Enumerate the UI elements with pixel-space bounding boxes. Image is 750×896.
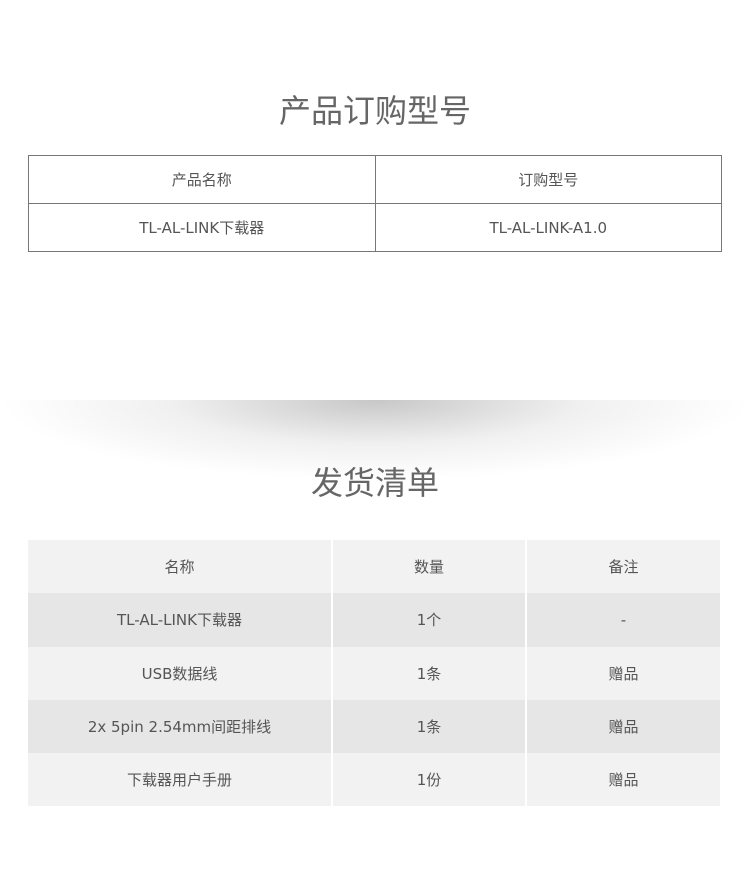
- table-cell: 下载器用户手册: [28, 753, 331, 807]
- table-cell: TL-AL-LINK-A1.0: [374, 203, 722, 252]
- table-header-row: 产品名称 订购型号: [28, 155, 722, 204]
- table-cell: 1条: [333, 699, 525, 754]
- header-cell: 备注: [527, 540, 720, 594]
- table-cell: -: [527, 593, 720, 647]
- table-cell: 赠品: [527, 646, 720, 700]
- table-cell: TL-AL-LINK下载器: [28, 203, 376, 252]
- packing-section-title: 发货清单: [310, 464, 439, 502]
- table-cell: 赠品: [527, 753, 720, 807]
- table-row: USB数据线 1条 赠品: [28, 646, 720, 700]
- table-cell: USB数据线: [28, 646, 331, 700]
- header-cell: 数量: [333, 540, 525, 594]
- table-cell: 1个: [333, 593, 525, 647]
- table-cell: 赠品: [527, 699, 720, 754]
- table-row: TL-AL-LINK下载器 1个 -: [28, 593, 720, 647]
- table-row: 2x 5pin 2.54mm间距排线 1条 赠品: [28, 699, 720, 754]
- table-row: 下载器用户手册 1份 赠品: [28, 753, 720, 807]
- table-header-row: 名称 数量 备注: [28, 540, 720, 594]
- order-table: 产品名称 订购型号 TL-AL-LINK下载器 TL-AL-LINK-A1.0: [28, 155, 722, 252]
- table-cell: 1份: [333, 753, 525, 807]
- table-row: TL-AL-LINK下载器 TL-AL-LINK-A1.0: [28, 203, 722, 252]
- table-cell: TL-AL-LINK下载器: [28, 593, 331, 647]
- header-cell: 订购型号: [374, 155, 722, 204]
- section-divider-shadow: [0, 400, 750, 480]
- order-section-title: 产品订购型号: [278, 92, 471, 130]
- table-cell: 2x 5pin 2.54mm间距排线: [28, 699, 331, 754]
- header-cell: 名称: [28, 540, 331, 594]
- header-cell: 产品名称: [28, 155, 376, 204]
- table-cell: 1条: [333, 646, 525, 700]
- packing-list-table: 名称 数量 备注 TL-AL-LINK下载器 1个 - USB数据线 1条 赠品…: [28, 540, 720, 807]
